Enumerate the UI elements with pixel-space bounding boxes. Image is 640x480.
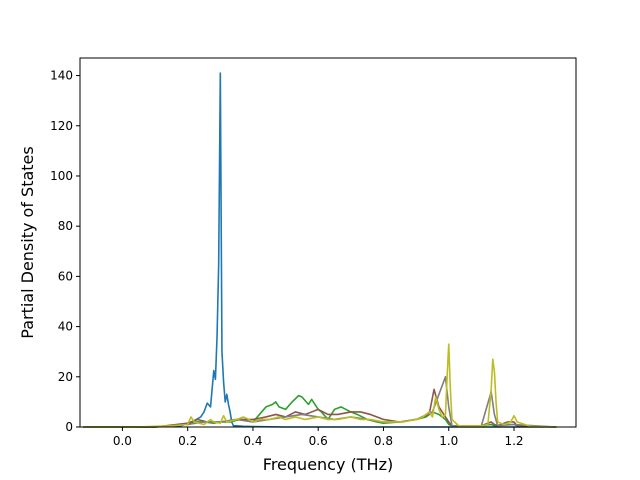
x-tick-label: 0.8 (374, 434, 393, 448)
y-axis: 0 20 40 60 80 100 120 140 (50, 69, 80, 434)
y-tick-label: 80 (58, 219, 73, 233)
y-tick-label: 140 (50, 69, 73, 83)
x-axis: 0.0 0.2 0.4 0.6 0.8 1.0 1.2 (113, 427, 524, 448)
series-layer (83, 72, 557, 428)
x-tick-label: 1.0 (439, 434, 458, 448)
y-tick-label: 40 (58, 320, 73, 334)
plot-area (79, 57, 577, 428)
x-tick-label: 1.2 (504, 434, 523, 448)
axes-frame (79, 57, 577, 428)
y-tick-label: 120 (50, 119, 73, 133)
x-tick-label: 0.6 (309, 434, 328, 448)
y-tick-label: 20 (58, 370, 73, 384)
y-tick-label: 100 (50, 169, 73, 183)
x-tick-label: 0.4 (243, 434, 262, 448)
x-axis-label: Frequency (THz) (263, 455, 393, 474)
x-tick-label: 0.2 (178, 434, 197, 448)
y-axis-label: Partial Density of States (18, 146, 37, 338)
y-tick-label: 0 (65, 420, 73, 434)
y-tick-label: 60 (58, 269, 73, 283)
series-line-5 (83, 343, 557, 428)
x-tick-label: 0.0 (113, 434, 132, 448)
